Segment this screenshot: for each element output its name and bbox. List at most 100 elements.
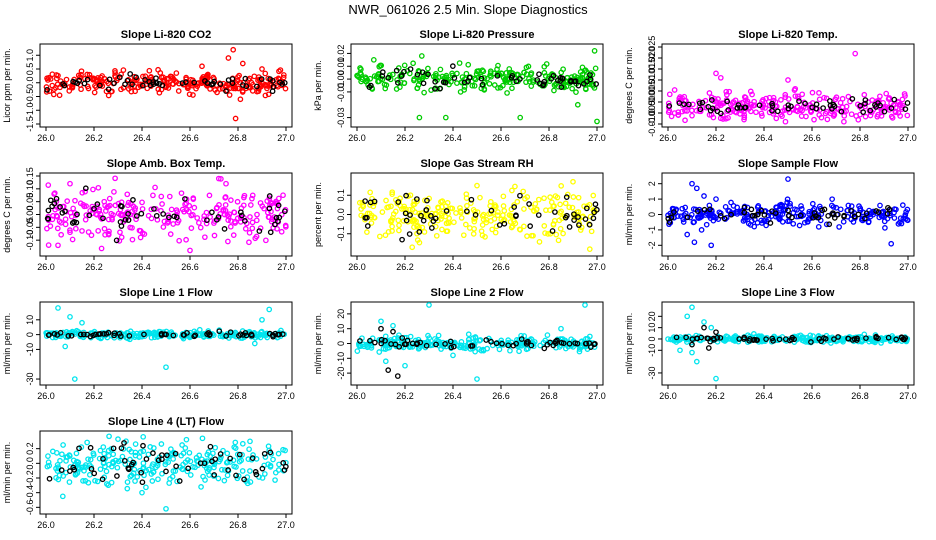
data-point — [378, 62, 385, 69]
x-tick-label: 26.2 — [707, 133, 725, 143]
data-point — [433, 341, 439, 348]
data-point — [125, 465, 132, 472]
data-point — [723, 88, 730, 95]
data-point — [103, 468, 110, 475]
data-point — [725, 107, 732, 113]
data-point — [176, 237, 183, 244]
data-point — [128, 472, 135, 479]
data-point — [759, 98, 765, 105]
data-point — [148, 74, 154, 80]
data-point — [587, 72, 593, 78]
data-point — [67, 229, 73, 236]
data-point — [249, 225, 256, 232]
data-point — [789, 214, 795, 221]
data-point — [443, 208, 450, 214]
data-point — [237, 209, 244, 216]
x-tick-label: 27.0 — [277, 262, 295, 272]
data-point — [182, 79, 189, 86]
data-point — [97, 466, 104, 473]
data-point — [591, 47, 598, 54]
data-point — [263, 237, 269, 244]
data-point — [70, 205, 77, 212]
data-point — [282, 85, 289, 92]
data-point — [101, 450, 107, 457]
data-point — [396, 343, 403, 350]
data-point — [388, 341, 394, 347]
data-point — [811, 210, 818, 216]
data-point — [70, 78, 76, 85]
data-point — [364, 223, 371, 229]
data-point — [470, 207, 477, 213]
panel-title: Slope Line 4 (LT) Flow — [108, 416, 224, 428]
x-tick-label: 26.8 — [540, 391, 558, 401]
data-point — [196, 326, 203, 333]
data-point — [166, 193, 173, 200]
chart-panel-10: Slope Line 4 (LT) Flow 26.0 26.2 26.4 26.6 26… — [2, 416, 295, 530]
data-point — [826, 221, 833, 228]
data-point — [728, 211, 735, 218]
data-point — [576, 346, 583, 352]
x-tick-label: 26.6 — [492, 391, 510, 401]
data-point — [59, 451, 65, 458]
data-point — [173, 463, 179, 470]
data-point — [152, 184, 158, 191]
x-tick-label: 26.4 — [133, 262, 151, 272]
data-point — [232, 115, 239, 122]
data-point — [776, 336, 783, 343]
data-point — [62, 216, 69, 223]
data-point — [671, 87, 678, 93]
data-point — [552, 193, 559, 199]
plot-frame — [39, 430, 293, 515]
y-tick-label: -1.0 — [25, 102, 35, 118]
data-point — [150, 450, 156, 456]
data-point — [221, 226, 228, 232]
data-point — [483, 216, 490, 223]
data-point — [418, 212, 424, 219]
data-point — [401, 68, 407, 75]
data-point — [547, 194, 553, 201]
data-point — [881, 213, 888, 220]
data-point — [199, 435, 206, 442]
data-point — [394, 373, 401, 379]
data-point — [821, 206, 828, 213]
data-point — [266, 205, 273, 212]
data-point — [217, 81, 224, 87]
data-point — [899, 96, 906, 103]
y-tick-label: 0.00 — [25, 206, 35, 224]
data-point — [122, 216, 129, 223]
data-point — [489, 226, 496, 233]
data-point — [551, 217, 558, 224]
data-point — [252, 235, 259, 242]
data-point — [426, 302, 432, 308]
data-point — [83, 203, 89, 209]
data-point — [138, 210, 145, 217]
data-point — [228, 218, 234, 224]
y-tick-label: 10 — [25, 315, 35, 325]
data-point — [779, 202, 786, 209]
data-point — [521, 223, 527, 230]
data-point — [881, 108, 888, 115]
data-point — [80, 478, 86, 484]
series-all-samples — [44, 433, 289, 512]
data-point — [50, 91, 57, 98]
series-all-samples — [43, 305, 288, 382]
data-point — [849, 96, 856, 102]
data-point — [239, 440, 246, 447]
data-point — [207, 443, 214, 450]
data-point — [542, 337, 549, 344]
x-tick-label: 27.0 — [899, 391, 917, 401]
data-point — [778, 97, 784, 103]
data-point — [465, 61, 472, 68]
data-point — [782, 206, 789, 213]
data-point — [734, 211, 741, 217]
data-point — [211, 232, 218, 239]
data-point — [389, 189, 396, 196]
data-point — [573, 89, 579, 96]
data-point — [60, 329, 66, 336]
data-point — [402, 210, 409, 217]
data-point — [175, 88, 182, 94]
data-point — [178, 190, 185, 197]
data-point — [223, 459, 230, 466]
data-point — [782, 336, 789, 342]
data-point — [708, 324, 715, 331]
